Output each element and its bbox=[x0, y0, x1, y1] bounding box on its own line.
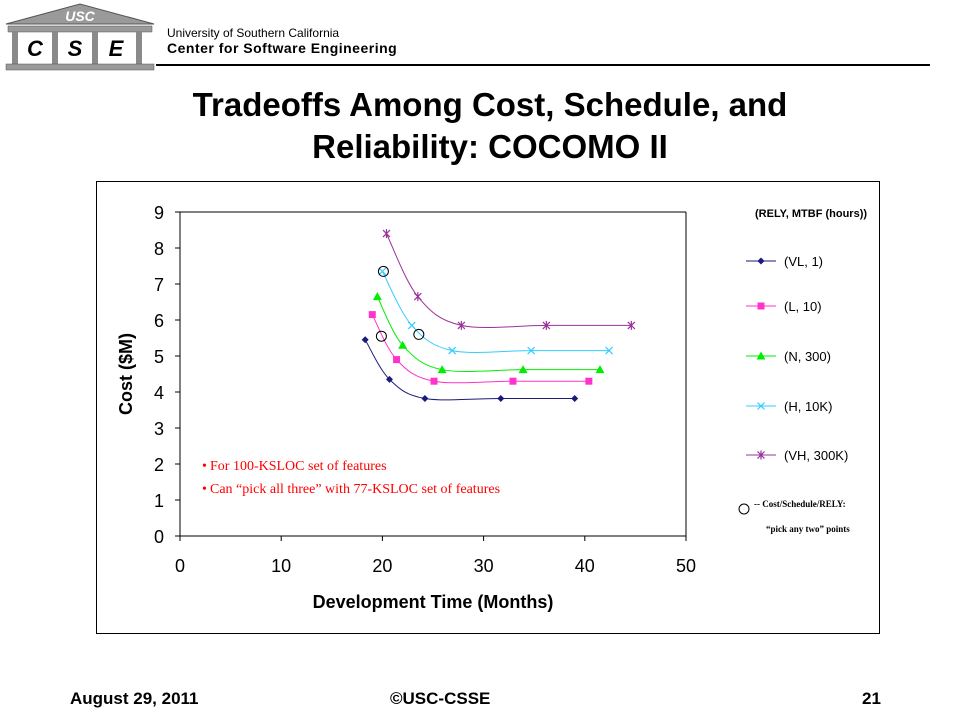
title-line-1: Tradeoffs Among Cost, Schedule, and bbox=[192, 86, 788, 123]
university-name: University of Southern California bbox=[167, 26, 340, 40]
data-point bbox=[382, 229, 391, 239]
series-4 bbox=[382, 229, 636, 330]
series-3 bbox=[378, 267, 614, 355]
data-point bbox=[542, 320, 551, 330]
legend-marker bbox=[757, 257, 765, 265]
legend-title: (RELY, MTBF (hours)) bbox=[755, 208, 867, 220]
y-tick-label: 9 bbox=[154, 203, 164, 223]
data-point bbox=[372, 292, 382, 301]
y-tick-label: 2 bbox=[154, 455, 164, 475]
y-tick-label: 1 bbox=[154, 491, 164, 511]
logo-usc-text: USC bbox=[65, 8, 95, 24]
series-0 bbox=[361, 336, 579, 402]
y-tick-label: 8 bbox=[154, 239, 164, 259]
series-1 bbox=[368, 311, 593, 385]
data-point bbox=[457, 320, 466, 330]
annotation-1: For 100-KSLOC set of features bbox=[210, 459, 387, 474]
data-point bbox=[509, 377, 517, 385]
y-tick-label: 0 bbox=[154, 527, 164, 547]
legend-marker bbox=[757, 402, 765, 410]
data-point bbox=[398, 340, 408, 349]
data-point bbox=[437, 365, 447, 374]
data-point bbox=[393, 356, 401, 364]
data-point bbox=[407, 321, 416, 330]
series-line bbox=[376, 296, 600, 372]
data-point bbox=[361, 336, 369, 344]
data-point bbox=[421, 394, 429, 402]
x-tick-label: 50 bbox=[676, 556, 696, 576]
legend-label: (H, 10K) bbox=[784, 399, 832, 414]
x-tick-label: 20 bbox=[372, 556, 392, 576]
logo-letter-s: S bbox=[68, 36, 83, 61]
circled-point bbox=[413, 328, 425, 340]
x-tick-label: 0 bbox=[175, 556, 185, 576]
data-point bbox=[585, 377, 593, 385]
data-point bbox=[497, 394, 505, 402]
center-name: Center for Software Engineering bbox=[167, 40, 398, 56]
x-tick-label: 30 bbox=[474, 556, 494, 576]
annotation-2-bullet: • bbox=[202, 482, 207, 497]
legend-label: (VH, 300K) bbox=[784, 448, 848, 463]
annotation-1-bullet: • bbox=[202, 459, 207, 474]
legend-label: (VL, 1) bbox=[784, 254, 823, 269]
x-axis-label: Development Time (Months) bbox=[313, 592, 554, 612]
x-tick-label: 10 bbox=[271, 556, 291, 576]
footer-page-number: 21 bbox=[862, 689, 881, 708]
legend-marker bbox=[757, 302, 765, 310]
circle-legend-marker bbox=[738, 503, 750, 515]
series-line bbox=[381, 271, 610, 353]
legend: (VL, 1) (L, 10) (N, 300) (H, 10K) (VH, 300K) bbox=[746, 254, 848, 463]
circle-legend-line-1: -- Cost/Schedule/RELY: bbox=[754, 499, 846, 509]
y-tick-label: 3 bbox=[154, 419, 164, 439]
circled-point bbox=[375, 330, 387, 342]
chart-axes bbox=[179, 211, 687, 537]
header-divider bbox=[156, 64, 930, 66]
y-axis-label: Cost ($M) bbox=[116, 333, 136, 415]
data-point bbox=[595, 365, 605, 374]
data-point bbox=[448, 346, 457, 355]
data-point bbox=[627, 320, 636, 330]
title-line-2: Reliability: COCOMO II bbox=[312, 128, 668, 165]
y-tick-label: 6 bbox=[154, 311, 164, 331]
data-point bbox=[430, 377, 438, 385]
data-point bbox=[571, 394, 579, 402]
usc-cse-logo: USC C S E bbox=[5, 3, 155, 71]
legend-marker bbox=[756, 351, 766, 360]
footer-date: August 29, 2011 bbox=[70, 689, 199, 708]
x-tick-label: 40 bbox=[575, 556, 595, 576]
logo-letter-c: C bbox=[27, 36, 44, 61]
annotation-2: Can “pick all three” with 77-KSLOC set o… bbox=[210, 482, 500, 497]
circle-legend-line-2: “pick any two” points bbox=[766, 524, 850, 534]
data-point bbox=[518, 365, 528, 374]
circled-point bbox=[377, 265, 389, 277]
data-point bbox=[368, 311, 376, 319]
data-point bbox=[527, 346, 536, 355]
data-point bbox=[605, 346, 614, 355]
y-tick-label: 5 bbox=[154, 347, 164, 367]
y-tick-label: 4 bbox=[154, 383, 164, 403]
data-point bbox=[413, 292, 422, 302]
series-line bbox=[386, 233, 632, 329]
legend-label: (L, 10) bbox=[784, 299, 822, 314]
legend-label: (N, 300) bbox=[784, 349, 831, 364]
data-point bbox=[378, 267, 387, 276]
chart-frame bbox=[96, 181, 880, 634]
legend-marker bbox=[757, 450, 765, 460]
logo-letter-e: E bbox=[109, 36, 125, 61]
slide-title: Tradeoffs Among Cost, Schedule, and Reli… bbox=[80, 84, 900, 168]
data-point bbox=[385, 375, 393, 383]
series-2 bbox=[372, 292, 605, 374]
y-tick-label: 7 bbox=[154, 275, 164, 295]
footer-copyright: ©USC-CSSE bbox=[390, 689, 491, 708]
